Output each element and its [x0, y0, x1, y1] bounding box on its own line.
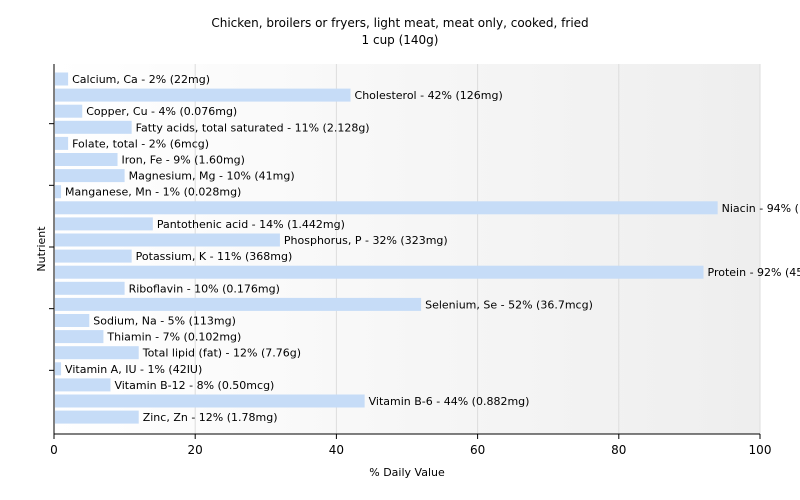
- bar-label: Vitamin A, IU - 1% (42IU): [65, 363, 202, 376]
- bar-labels: Calcium, Ca - 2% (22mg) Cholesterol - 42%…: [65, 73, 800, 424]
- chart-title: Chicken, broilers or fryers, light meat,…: [211, 16, 588, 30]
- bar-label: Riboflavin - 10% (0.176mg): [129, 282, 280, 295]
- bar-label: Protein - 92% (45.95g): [708, 266, 800, 279]
- bar-label: Fatty acids, total saturated - 11% (2.12…: [136, 121, 370, 134]
- bar: [55, 136, 69, 150]
- bar-label: Vitamin B-12 - 8% (0.50mcg): [114, 379, 274, 392]
- bar-label: Vitamin B-6 - 44% (0.882mg): [369, 395, 530, 408]
- x-tick-label: 60: [470, 443, 485, 457]
- bar-label: Calcium, Ca - 2% (22mg): [72, 73, 210, 86]
- bar: [55, 120, 132, 134]
- chart-subtitle: 1 cup (140g): [362, 33, 439, 47]
- bar: [55, 185, 62, 199]
- y-axis-label: Nutrient: [35, 226, 48, 272]
- x-axis-ticks: 0 20 40 60 80 100: [50, 434, 771, 457]
- bar-label: Copper, Cu - 4% (0.076mg): [86, 105, 237, 118]
- bar: [55, 217, 153, 231]
- bars: [55, 72, 718, 424]
- bar: [55, 330, 104, 344]
- bar: [55, 362, 62, 376]
- gridlines: [194, 64, 761, 434]
- bar-label: Phosphorus, P - 32% (323mg): [284, 234, 448, 247]
- plot-area: [54, 64, 760, 434]
- x-tick-label: 80: [611, 443, 626, 457]
- bar: [55, 233, 280, 247]
- bar-label: Iron, Fe - 9% (1.60mg): [122, 154, 245, 167]
- x-tick-label: 20: [188, 443, 203, 457]
- bar: [55, 201, 718, 215]
- bar-label: Cholesterol - 42% (126mg): [355, 89, 503, 102]
- bar: [55, 346, 139, 360]
- bar-label: Zinc, Zn - 12% (1.78mg): [143, 411, 278, 424]
- bar: [55, 72, 69, 86]
- bar-label: Thiamin - 7% (0.102mg): [106, 331, 241, 344]
- bar-label: Niacin - 94% (18.711mg): [722, 202, 800, 215]
- bar: [55, 281, 125, 295]
- y-axis-ticks: [49, 123, 54, 371]
- bar: [55, 249, 132, 263]
- bar-label: Pantothenic acid - 14% (1.442mg): [157, 218, 345, 231]
- x-tick-label: 40: [329, 443, 344, 457]
- bar: [55, 169, 125, 183]
- x-axis-label: % Daily Value: [369, 466, 445, 479]
- bar: [55, 394, 365, 408]
- bar-label: Sodium, Na - 5% (113mg): [93, 315, 236, 328]
- bar: [55, 265, 704, 279]
- bar: [55, 410, 139, 424]
- bar-label: Potassium, K - 11% (368mg): [136, 250, 293, 263]
- bar: [55, 153, 118, 166]
- bar-label: Manganese, Mn - 1% (0.028mg): [65, 186, 241, 199]
- bar: [55, 88, 351, 102]
- bar: [55, 314, 90, 327]
- x-tick-label: 0: [50, 443, 58, 457]
- bar-label: Magnesium, Mg - 10% (41mg): [129, 170, 295, 183]
- bar-label: Selenium, Se - 52% (36.7mcg): [425, 298, 593, 311]
- bar: [55, 104, 83, 118]
- x-tick-label: 100: [749, 443, 772, 457]
- bar-label: Folate, total - 2% (6mcg): [72, 137, 209, 150]
- bar: [55, 378, 111, 392]
- bar-label: Total lipid (fat) - 12% (7.76g): [142, 347, 301, 360]
- bar: [55, 297, 422, 311]
